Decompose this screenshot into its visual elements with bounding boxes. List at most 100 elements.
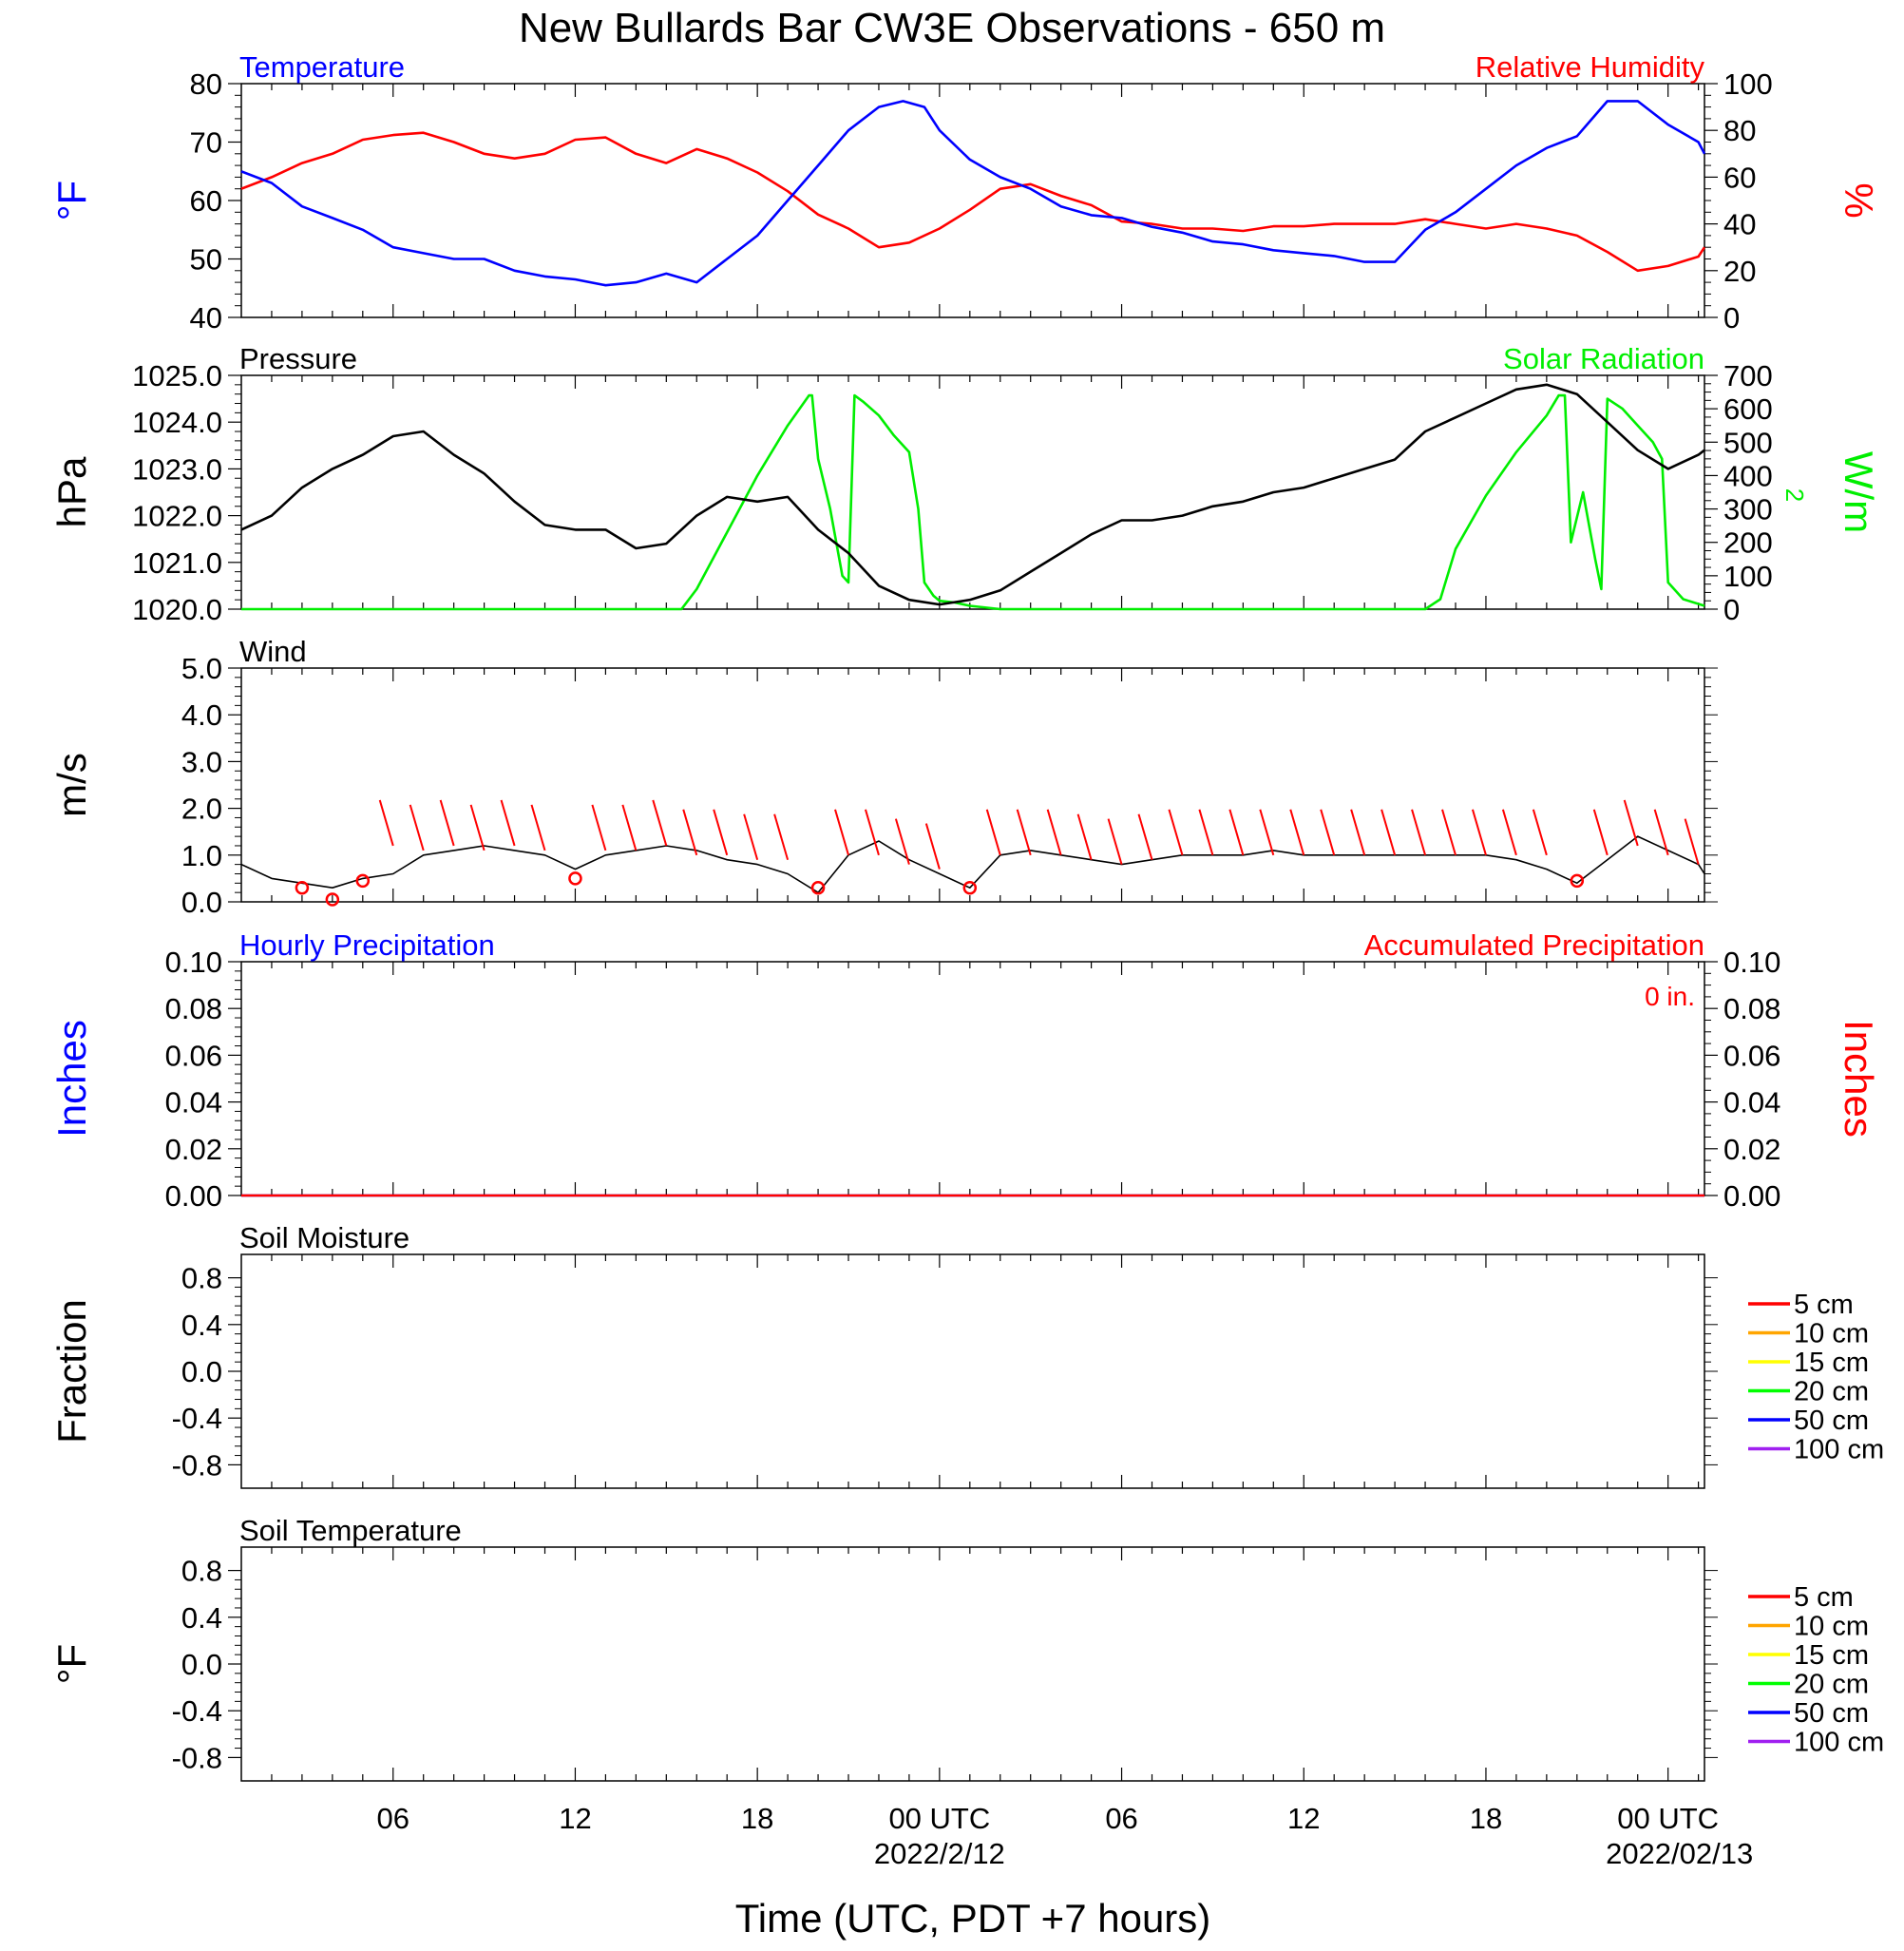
temperature-ylabel-left: °F (49, 181, 94, 220)
wind-barb (985, 809, 1001, 856)
soil_moisture-plot-frame (240, 1253, 1705, 1489)
wind-barb (1623, 799, 1639, 847)
wind-barb (439, 799, 455, 847)
legend-label: 10 cm (1794, 1319, 1869, 1349)
y-tick-label-left: 0.4 (181, 1309, 222, 1342)
y-tick-label-right: 80 (1723, 114, 1756, 147)
y-tick-label-left: 0.04 (165, 1086, 222, 1119)
wind-calm-marker (295, 880, 310, 895)
soil_temperature-title-left: Soil Temperature (239, 1514, 462, 1547)
y-tick-label-left: 40 (190, 301, 222, 335)
soil_moisture-title-left: Soil Moisture (239, 1221, 409, 1254)
wind-barb (1137, 813, 1153, 860)
wind-barb (713, 809, 729, 856)
legend-label: 100 cm (1794, 1728, 1884, 1758)
wind-calm-marker (325, 892, 340, 907)
y-tick-label-left: -0.4 (172, 1694, 222, 1728)
wind-barb (1107, 818, 1123, 865)
y-tick-label-left: -0.4 (172, 1402, 222, 1435)
y-tick-label-right: 20 (1723, 255, 1756, 288)
wind-barb (1471, 809, 1487, 856)
legend-label: 50 cm (1794, 1698, 1869, 1729)
wind-barb (864, 809, 880, 856)
solar-radiation-line (241, 393, 1705, 611)
x-tick-label: 18 (741, 1802, 773, 1835)
wind-barb (1350, 809, 1366, 856)
y-tick-label-left: 1022.0 (132, 500, 222, 533)
legend-label: 15 cm (1794, 1640, 1869, 1671)
wind-calm-marker (810, 880, 826, 895)
y-tick-label-left: 0.4 (181, 1601, 222, 1635)
x-tick-label: 06 (377, 1802, 409, 1835)
precip-ylabel-right: Inches (1837, 1020, 1881, 1138)
wind-barb (682, 809, 698, 856)
precip-total-label: 0 in. (1645, 982, 1695, 1011)
wind-barb (1532, 809, 1548, 856)
wind-barb (409, 804, 425, 851)
y-tick-label-left: 0.0 (181, 886, 222, 919)
wind-plot-frame (240, 667, 1705, 903)
precip-ylabel-left: Inches (49, 1020, 94, 1138)
pressure-plot-frame (240, 374, 1705, 610)
precip-plot-frame (240, 961, 1705, 1196)
wind-barb (1380, 809, 1397, 856)
x-tick-label: 00 UTC (888, 1802, 990, 1835)
wind-barb (652, 799, 668, 847)
legend-label: 15 cm (1794, 1348, 1869, 1378)
pressure-ylabel-right: W/m (1837, 451, 1881, 533)
legend-label: 100 cm (1794, 1435, 1884, 1465)
wind-barb (591, 804, 607, 851)
wind-barb (1684, 818, 1700, 865)
y-tick-label-left: 0.02 (165, 1133, 222, 1166)
y-tick-label-right: 0.00 (1723, 1179, 1780, 1213)
wind-calm-marker (355, 873, 371, 889)
wind-barb (773, 813, 790, 860)
y-tick-label-left: 5.0 (181, 652, 222, 685)
temperature-plot-frame (240, 83, 1705, 318)
wind-speed-line (240, 835, 1705, 894)
y-tick-label-right: 40 (1723, 208, 1756, 241)
wind-barb (1289, 809, 1305, 856)
y-tick-label-left: 1023.0 (132, 452, 222, 486)
legend-label: 20 cm (1794, 1377, 1869, 1407)
x-tick-label: 00 UTC (1617, 1802, 1719, 1835)
y-tick-label-left: 70 (190, 126, 222, 160)
y-tick-label-left: -0.8 (172, 1448, 222, 1482)
y-tick-label-right: 100 (1723, 560, 1773, 593)
wind-barb (1411, 809, 1427, 856)
wind-barb (1320, 809, 1336, 856)
x-tick-label: 12 (1287, 1802, 1320, 1835)
wind-barb (530, 804, 546, 851)
y-tick-label-right: 60 (1723, 161, 1756, 194)
y-tick-label-left: 60 (190, 184, 222, 218)
legend-label: 5 cm (1794, 1582, 1854, 1613)
wind-barb (1592, 809, 1609, 856)
wind-barb (378, 799, 394, 847)
y-tick-label-left: 0.0 (181, 1648, 222, 1681)
wind-ylabel-left: m/s (49, 753, 94, 817)
y-tick-label-left: 4.0 (181, 698, 222, 732)
x-tick-label: 06 (1105, 1802, 1137, 1835)
y-tick-label-right: 600 (1723, 392, 1773, 426)
y-tick-label-right: 500 (1723, 426, 1773, 459)
wind-barb (894, 818, 910, 865)
wind-barb (1501, 809, 1517, 856)
pressure-line (240, 383, 1705, 606)
wind-barb (1198, 809, 1214, 856)
pressure-ylabel-right-sup: 2 (1780, 488, 1809, 502)
y-tick-label-left: 50 (190, 243, 222, 277)
legend-label: 10 cm (1794, 1612, 1869, 1642)
temperature-title-right: Relative Humidity (1476, 50, 1705, 84)
wind-barb (1016, 809, 1032, 856)
wind-barb (834, 809, 849, 856)
y-tick-label-left: 1025.0 (132, 359, 222, 392)
y-tick-label-right: 0.08 (1723, 992, 1780, 1025)
y-tick-label-right: 300 (1723, 493, 1773, 526)
y-tick-label-left: 1024.0 (132, 406, 222, 439)
y-tick-label-left: 80 (190, 67, 222, 101)
wind-barb (924, 823, 941, 870)
soil_moisture-ylabel-left: Fraction (49, 1299, 94, 1444)
y-tick-label-right: 0.04 (1723, 1086, 1780, 1119)
pressure-ylabel-left: hPa (49, 456, 94, 527)
